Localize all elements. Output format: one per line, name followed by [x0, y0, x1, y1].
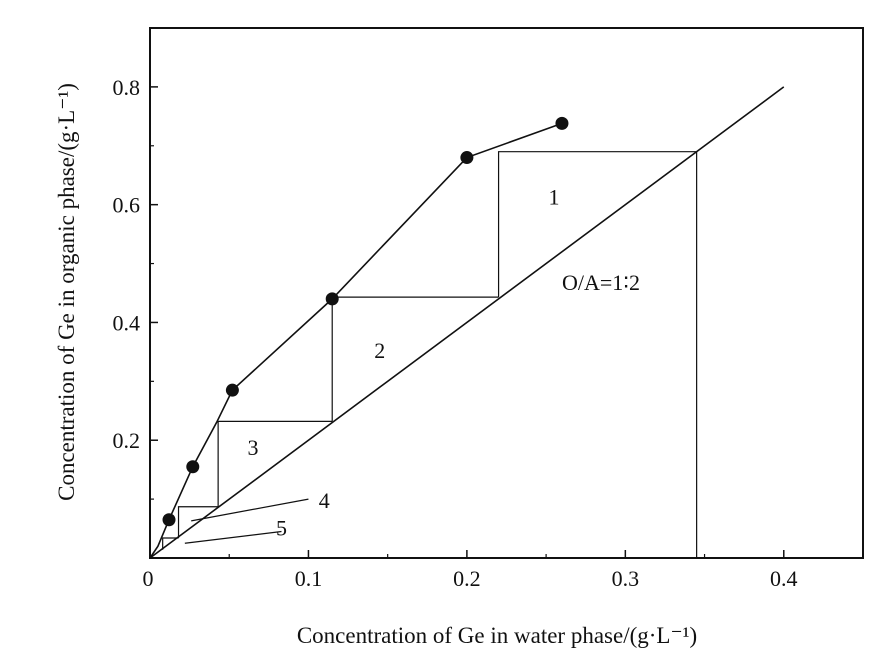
- data-point: [555, 116, 569, 130]
- x-tick-label: 0.1: [295, 566, 323, 591]
- x-tick-label: 0.4: [770, 566, 798, 591]
- x-tick-label: 0.3: [612, 566, 640, 591]
- x-axis-title: Concentration of Ge in water phase/(g·L⁻…: [297, 623, 697, 648]
- stage-step-3: [217, 420, 333, 507]
- leader-line-2: [184, 530, 282, 544]
- operating-line: [149, 86, 785, 559]
- leader-line-1: [191, 498, 309, 522]
- stage-label-3: 3: [247, 435, 258, 460]
- operating-line-label: O/A=1∶2: [562, 270, 640, 295]
- stage-step-4: [177, 506, 219, 538]
- axis-ticks: [150, 27, 864, 558]
- stage-label-4: 4: [319, 488, 330, 513]
- data-point: [325, 292, 339, 306]
- y-tick-label: 0.6: [113, 193, 141, 218]
- y-tick-label: 0.2: [113, 428, 141, 453]
- y-axis-title: Concentration of Ge in organic phase/(g·…: [54, 83, 79, 501]
- data-point: [225, 383, 239, 397]
- stage-label-5: 5: [276, 516, 287, 541]
- equilibrium-curve: [149, 122, 563, 559]
- y-tick-label: 0.4: [113, 310, 141, 335]
- stage-step-2: [331, 296, 499, 422]
- data-point: [460, 151, 474, 165]
- data-point: [186, 460, 200, 474]
- plot-frame: [149, 27, 864, 559]
- stage-step-5: [162, 537, 179, 550]
- x-tick-label: 0.2: [453, 566, 481, 591]
- stage-label-2: 2: [374, 338, 385, 363]
- stage-label-1: 1: [549, 185, 560, 210]
- tick-labels: 0 0.1 0.2 0.3 0.4 0.2 0.4 0.6 0.8: [113, 75, 798, 591]
- x-tick-label: 0: [143, 566, 154, 591]
- data-point: [162, 513, 176, 527]
- chart-marks: [149, 86, 785, 559]
- y-tick-label: 0.8: [113, 75, 141, 100]
- annotations: 1 2 3 4 5 O/A=1∶2: [247, 185, 639, 541]
- stage-step-1: [497, 151, 697, 298]
